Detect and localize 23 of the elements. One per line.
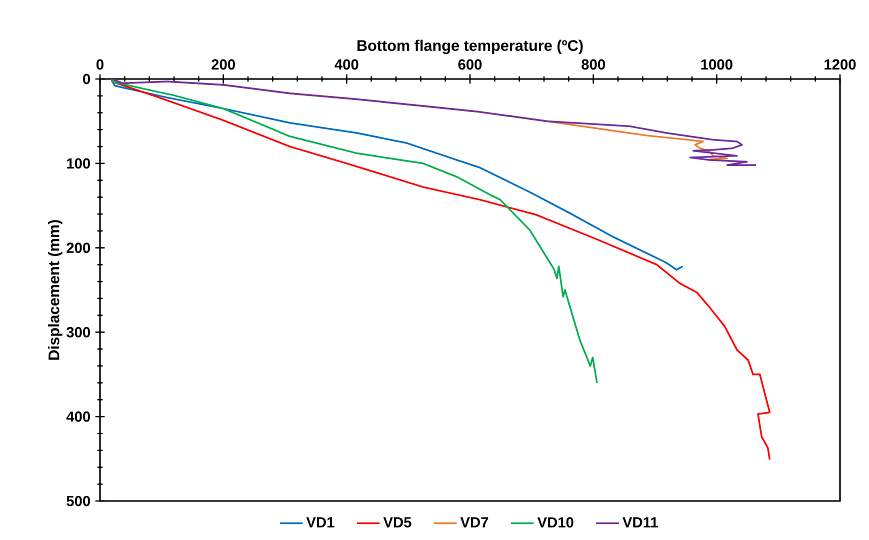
x-tick-label: 200	[212, 59, 235, 70]
x-axis-title: Bottom flange temperature (ºC)	[357, 40, 583, 54]
legend-label: VD7	[460, 517, 488, 528]
x-tick-label: 600	[458, 59, 482, 70]
line-series	[110, 80, 598, 384]
y-tick-label: 300	[66, 327, 90, 338]
y-tick-label: 400	[66, 411, 90, 422]
y-tick-label: 100	[67, 158, 90, 169]
y-tick-label: 0	[83, 74, 90, 84]
line-series	[110, 80, 771, 461]
x-tick-label: 1200	[824, 59, 856, 70]
y-axis-title: Displacement (mm)	[48, 220, 62, 360]
y-tick-label: 500	[66, 496, 90, 506]
x-tick-label: 400	[334, 59, 358, 70]
line-series	[110, 79, 684, 271]
x-tick-label: 800	[582, 59, 605, 70]
x-tick-label: 0	[96, 59, 104, 70]
legend-label: VD11	[622, 517, 658, 528]
legend-label: VD10	[537, 517, 574, 528]
x-tick-label: 1000	[701, 59, 732, 70]
legend-label: VD5	[383, 517, 412, 528]
legend-label: VD1	[306, 517, 334, 528]
y-tick-label: 200	[66, 242, 90, 253]
